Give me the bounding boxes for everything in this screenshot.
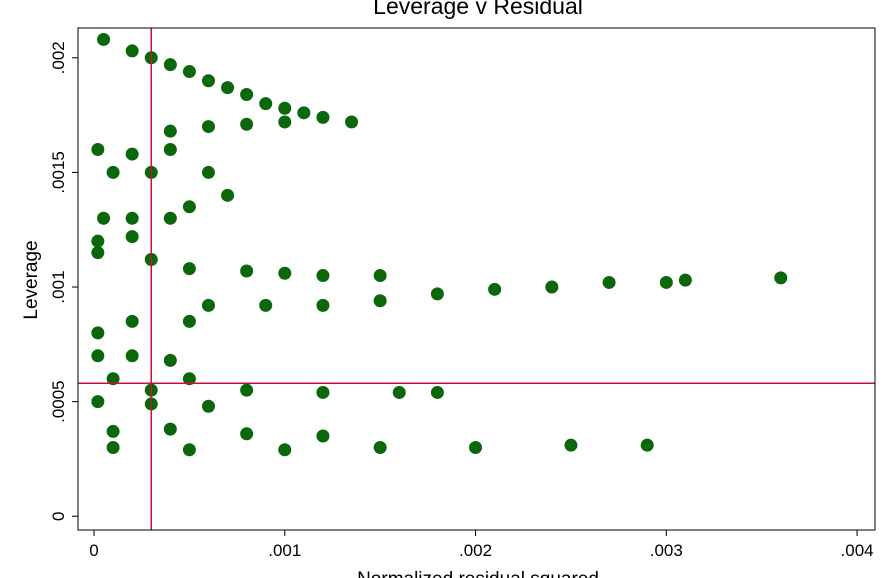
point xyxy=(97,211,111,225)
point xyxy=(221,81,235,95)
point xyxy=(259,97,273,111)
point xyxy=(469,440,483,454)
point xyxy=(240,87,254,101)
point xyxy=(125,230,139,244)
point xyxy=(345,115,359,129)
point xyxy=(221,188,235,202)
point xyxy=(640,438,654,452)
point xyxy=(259,298,273,312)
point xyxy=(278,115,292,129)
point xyxy=(488,282,502,296)
point xyxy=(125,314,139,328)
point xyxy=(201,165,215,179)
point xyxy=(201,298,215,312)
point xyxy=(125,147,139,161)
point xyxy=(201,120,215,134)
point xyxy=(91,349,105,363)
y-tick-label: .0005 xyxy=(49,380,68,423)
point xyxy=(163,58,177,72)
point xyxy=(545,280,559,294)
point xyxy=(316,385,330,399)
point xyxy=(316,269,330,283)
point xyxy=(278,266,292,280)
point xyxy=(106,424,120,438)
y-tick-label: 0 xyxy=(49,512,68,521)
point xyxy=(373,440,387,454)
plot-frame xyxy=(77,27,876,531)
point xyxy=(91,326,105,340)
point xyxy=(373,269,387,283)
point xyxy=(91,246,105,260)
point xyxy=(240,383,254,397)
point xyxy=(91,234,105,248)
x-axis-label: Normalized residual squared xyxy=(357,569,599,578)
point xyxy=(125,44,139,58)
point xyxy=(278,101,292,115)
point xyxy=(163,422,177,436)
x-tick-label: .004 xyxy=(841,541,874,560)
point xyxy=(602,275,616,289)
point xyxy=(316,110,330,124)
point xyxy=(125,349,139,363)
point xyxy=(182,443,196,457)
point xyxy=(182,262,196,276)
x-tick-label: .003 xyxy=(650,541,683,560)
point xyxy=(97,32,111,46)
point xyxy=(91,395,105,409)
point xyxy=(373,294,387,308)
x-tick-label: 0 xyxy=(89,541,98,560)
x-tick-label: .002 xyxy=(459,541,492,560)
point xyxy=(297,106,311,120)
point xyxy=(91,142,105,156)
point xyxy=(125,211,139,225)
point xyxy=(430,287,444,301)
point xyxy=(430,385,444,399)
chart-title: Leverage v Residual xyxy=(373,0,583,19)
point xyxy=(163,124,177,138)
point xyxy=(392,385,406,399)
point xyxy=(201,74,215,88)
point xyxy=(774,271,788,285)
point xyxy=(182,200,196,214)
y-tick-label: .001 xyxy=(49,270,68,303)
point xyxy=(163,142,177,156)
point xyxy=(678,273,692,287)
point xyxy=(240,264,254,278)
x-tick-label: .001 xyxy=(268,541,301,560)
point xyxy=(316,429,330,443)
point xyxy=(659,275,673,289)
y-tick-label: .0015 xyxy=(49,151,68,194)
point xyxy=(182,314,196,328)
point xyxy=(106,372,120,386)
point xyxy=(278,443,292,457)
y-tick-label: .002 xyxy=(49,41,68,74)
point xyxy=(163,353,177,367)
point xyxy=(240,427,254,441)
point xyxy=(182,65,196,79)
point xyxy=(201,399,215,413)
point xyxy=(240,117,254,131)
point xyxy=(564,438,578,452)
point xyxy=(182,372,196,386)
point xyxy=(106,165,120,179)
point xyxy=(163,211,177,225)
point xyxy=(106,440,120,454)
point xyxy=(316,298,330,312)
y-axis-label: Leverage xyxy=(21,240,42,319)
